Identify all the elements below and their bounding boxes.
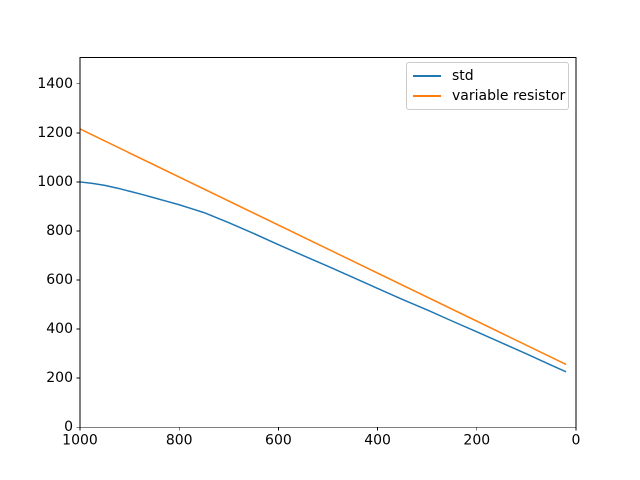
y-tick-label: 0 [64,419,73,435]
x-tick-label: 400 [364,432,391,448]
x-tick-label: 800 [166,432,193,448]
y-tick-label: 400 [46,321,73,337]
y-tick-label: 1400 [37,76,73,92]
legend: std variable resistor [406,62,569,110]
plot-border [79,57,577,428]
legend-item-variable-resistor: variable resistor [413,86,566,106]
series-line-std [79,181,567,373]
y-tick-label: 1000 [37,174,73,190]
x-tick-label: 0 [572,432,581,448]
y-tick-label: 600 [46,272,73,288]
x-tick-label: 600 [265,432,292,448]
legend-label-std: std [452,68,474,84]
legend-line-swatch-variable-resistor [413,95,441,97]
legend-label-variable-resistor: variable resistor [452,88,566,104]
y-tick-label: 200 [46,370,73,386]
legend-item-std: std [413,66,562,86]
y-tick-label: 1200 [37,125,73,141]
x-tick-label: 200 [463,432,490,448]
y-tick-label: 800 [46,223,73,239]
x-tick-label: 1000 [62,432,98,448]
series-line-variable-resistor [79,128,567,366]
legend-line-swatch-std [413,75,441,77]
